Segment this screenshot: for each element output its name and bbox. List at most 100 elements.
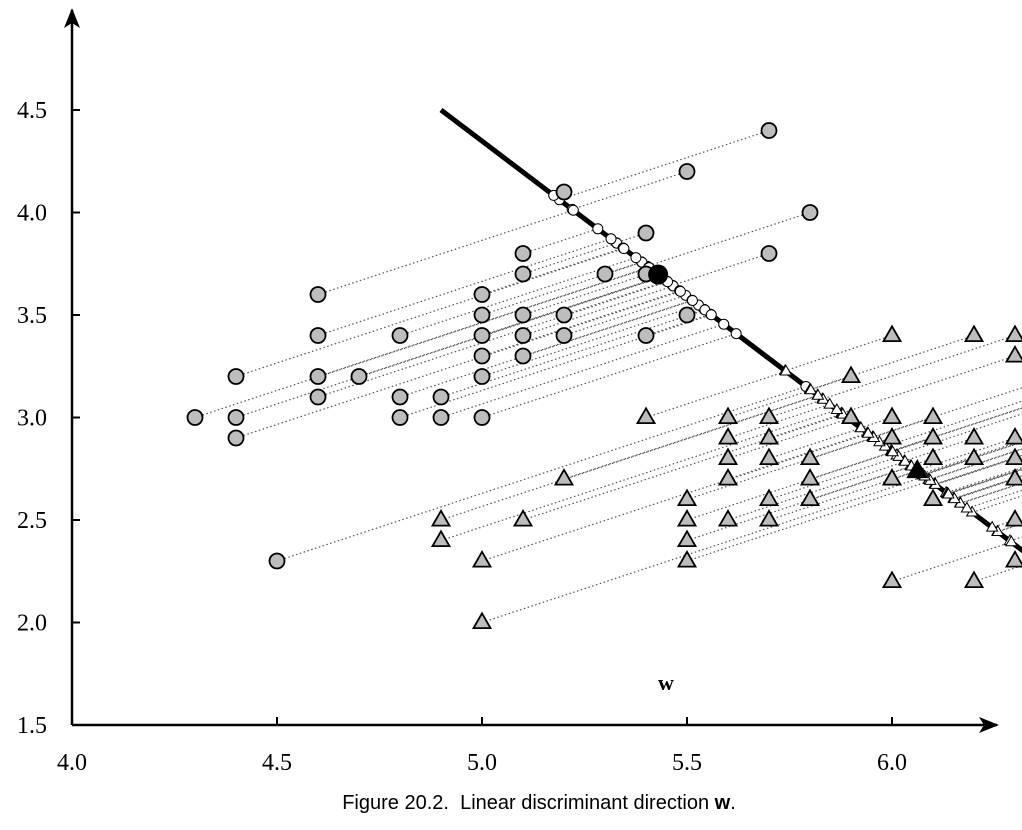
circle-point <box>473 409 491 426</box>
triangle-point <box>758 427 780 445</box>
triangle-point <box>717 427 739 445</box>
circle-point <box>186 409 204 426</box>
circle-point <box>473 306 491 324</box>
projection-line <box>563 280 668 316</box>
projected-triangle-point <box>985 520 999 532</box>
projection-line <box>810 375 852 391</box>
projection-line <box>727 418 849 460</box>
projection-line <box>686 451 893 521</box>
projection-line <box>727 432 868 480</box>
x-tick-label: 4.0 <box>57 750 87 776</box>
projection-line <box>522 413 844 521</box>
projection-line <box>891 407 1022 452</box>
circle-point <box>678 163 696 180</box>
caption-prefix: Figure 20.2. <box>342 792 449 814</box>
projection-line <box>784 334 893 372</box>
triangle-point <box>840 406 862 425</box>
circle-point <box>432 388 450 406</box>
projection-line <box>953 475 1022 500</box>
projection-line <box>563 394 818 480</box>
projection-line <box>922 441 1022 476</box>
projection-line <box>973 565 1022 583</box>
triangle-point <box>717 406 739 425</box>
projection-line <box>809 334 975 391</box>
x-tick-label: 5.5 <box>672 750 702 776</box>
circle-point <box>391 388 409 406</box>
circle-point <box>555 306 573 324</box>
projection-line <box>959 482 1022 504</box>
projected-circle-point <box>718 318 730 330</box>
projection-line <box>809 437 874 460</box>
projection-line <box>904 437 975 462</box>
projected-triangle-point <box>811 388 825 400</box>
projection-line <box>934 454 1022 485</box>
lda-scatter-chart: w 4.04.55.05.56.06.57.07.58.01.52.02.53.… <box>17 8 1022 776</box>
triangle-point <box>676 550 698 568</box>
triangle-point <box>799 447 821 466</box>
projection-line <box>572 170 688 210</box>
triangle-point <box>471 611 493 630</box>
triangle-point <box>881 406 903 425</box>
projection-line <box>559 129 770 201</box>
circle-point <box>514 327 532 344</box>
projection-line <box>647 211 811 267</box>
projection-line <box>522 228 599 255</box>
projection-line <box>604 261 642 275</box>
circle-point <box>309 286 327 303</box>
projected-triangle-point <box>823 397 837 409</box>
circle-point <box>555 327 573 344</box>
triangle-point <box>963 427 985 445</box>
x-tick-label: 6.0 <box>877 750 907 776</box>
circle-point <box>801 204 819 221</box>
projected-circle-point <box>592 223 604 235</box>
projected-circle-point <box>705 309 717 321</box>
circle-point <box>555 183 573 201</box>
triangle-point <box>676 529 698 548</box>
triangle-point <box>1004 324 1022 343</box>
x-tick-label: 4.5 <box>262 750 292 776</box>
projection-line <box>822 334 1016 400</box>
triangle-point <box>1004 550 1022 568</box>
triangle-point <box>963 447 985 466</box>
projected-triangle-point <box>942 487 955 499</box>
projection-line <box>235 276 662 419</box>
triangle-point <box>553 468 575 486</box>
triangle-point <box>676 488 698 507</box>
projection-line <box>809 451 893 480</box>
projection-line <box>860 416 893 429</box>
circle-point <box>473 347 491 365</box>
projection-line <box>481 304 699 378</box>
projection-line <box>481 261 643 316</box>
circle-point <box>309 388 327 406</box>
projection-line <box>317 281 668 398</box>
projection-line <box>522 242 617 275</box>
y-tick-label: 3.5 <box>17 303 47 329</box>
projection-line <box>872 416 934 438</box>
projection-line <box>727 389 812 419</box>
projection-line <box>440 409 838 542</box>
projection-line <box>932 493 949 501</box>
y-tick-label: 3.0 <box>17 406 47 432</box>
circle-point <box>678 306 696 324</box>
y-tick-label: 2.0 <box>17 611 47 637</box>
triangle-point <box>963 570 985 589</box>
projected-triangle-point <box>830 402 844 415</box>
projection-line <box>317 209 574 296</box>
triangle-point <box>758 488 780 507</box>
projection-line <box>235 247 625 378</box>
y-tick-label: 2.5 <box>17 508 47 534</box>
circle-point <box>760 245 778 262</box>
projected-triangle-point <box>861 426 875 438</box>
circle-point <box>596 265 614 283</box>
projection-line <box>841 355 1016 414</box>
circle-point <box>473 286 491 303</box>
triangle-point <box>799 488 821 507</box>
y-tick-label: 4.5 <box>17 98 47 124</box>
circle-point <box>227 409 245 426</box>
triangle-point <box>1004 345 1022 363</box>
circle-mean-marker <box>648 264 669 285</box>
projection-line <box>686 480 931 562</box>
triangle-point <box>758 447 780 466</box>
circle-point <box>227 429 245 447</box>
circle-point <box>514 347 532 365</box>
